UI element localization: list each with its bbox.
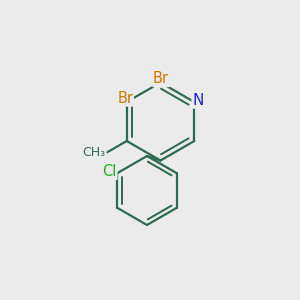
Text: Cl: Cl xyxy=(102,164,117,179)
Text: Br: Br xyxy=(153,71,169,86)
Text: Br: Br xyxy=(117,91,133,106)
Text: CH₃: CH₃ xyxy=(82,146,106,159)
Text: N: N xyxy=(192,93,204,108)
